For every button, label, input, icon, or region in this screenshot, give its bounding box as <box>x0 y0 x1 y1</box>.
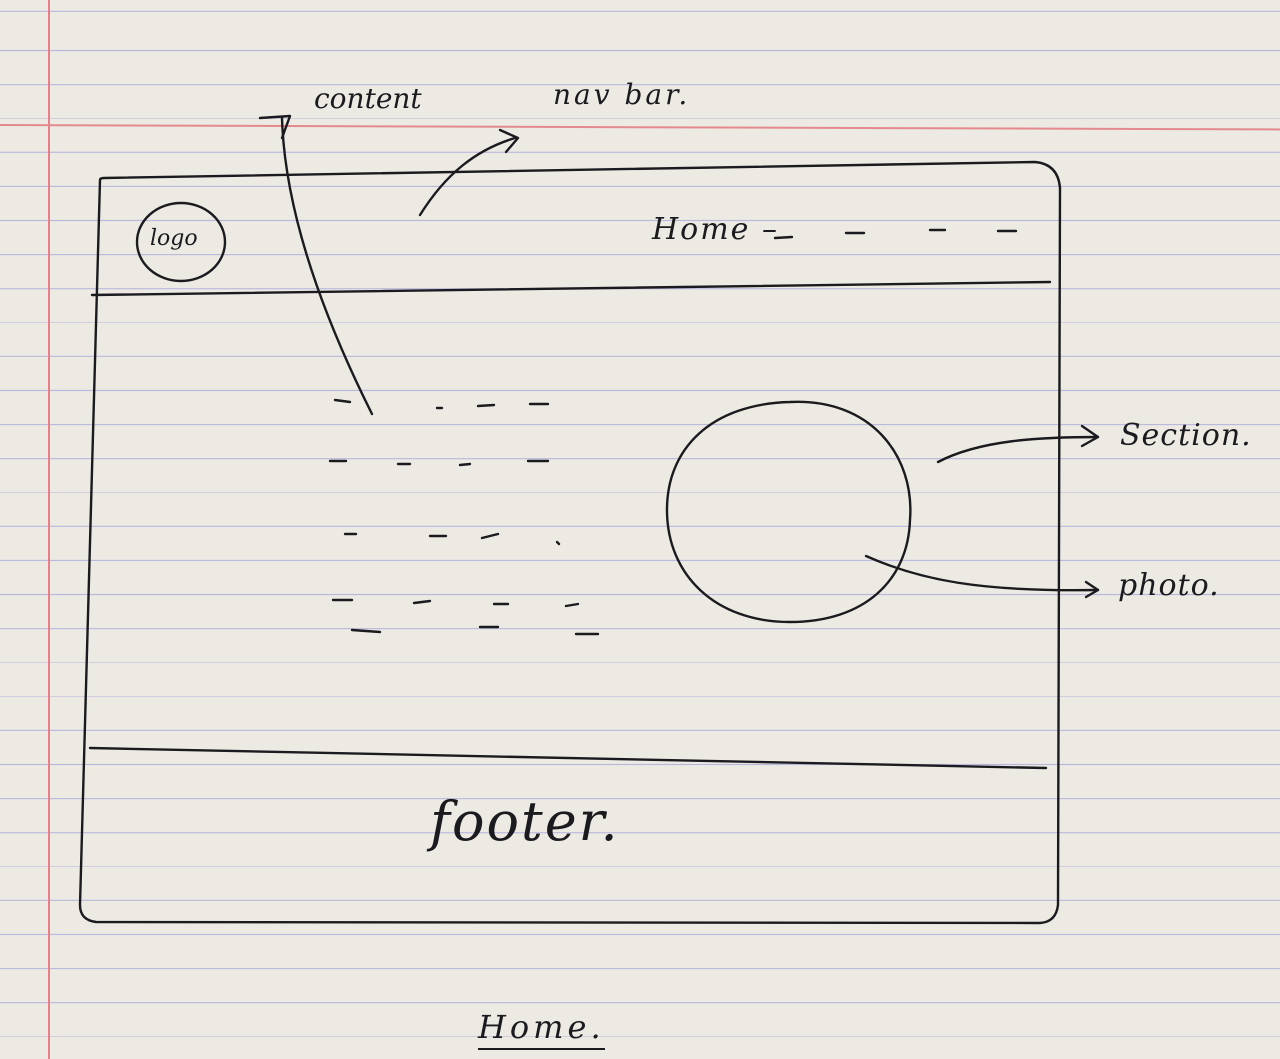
photo-arrow <box>864 554 1100 592</box>
page-frame <box>78 160 1062 925</box>
content-placeholder-text <box>328 398 600 636</box>
nav-placeholder-dashes <box>773 228 1018 240</box>
footer-divider <box>88 746 1048 770</box>
navbar-annotation: nav bar. <box>553 78 691 111</box>
photo-circle <box>665 400 912 624</box>
photo-annotation: photo. <box>1118 568 1220 603</box>
margin-line <box>48 0 50 1059</box>
content-arrow <box>280 116 374 416</box>
page-title: Home. <box>478 1008 605 1050</box>
section-arrow <box>936 435 1100 464</box>
logo-circle <box>135 201 227 283</box>
section-annotation: Section. <box>1120 418 1252 453</box>
navbar-divider <box>90 280 1052 297</box>
content-annotation: content <box>314 82 422 115</box>
navbar-arrow <box>418 136 517 217</box>
logo-label: logo <box>150 226 198 251</box>
footer-label: footer. <box>430 790 620 853</box>
nav-home-link: Home – <box>652 212 779 247</box>
